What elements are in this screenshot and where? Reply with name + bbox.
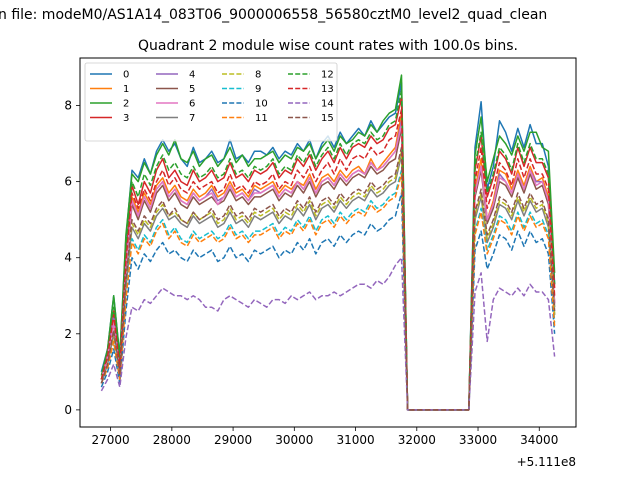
plot-frame xyxy=(79,57,577,428)
legend-label-13: 13 xyxy=(321,84,334,95)
legend-label-4: 4 xyxy=(189,70,195,81)
legend-label-7: 7 xyxy=(189,113,195,124)
x-tick-label: 29000 xyxy=(214,433,252,447)
legend-label-5: 5 xyxy=(189,84,195,95)
x-tick-label: 32000 xyxy=(398,433,436,447)
x-tick-label: 31000 xyxy=(336,433,374,447)
legend-label-2: 2 xyxy=(123,99,129,110)
y-tick-label: 0 xyxy=(64,403,72,417)
x-tick-label: 28000 xyxy=(153,433,191,447)
series-line-13 xyxy=(100,108,556,411)
series-line-5 xyxy=(100,127,556,411)
y-tick-label: 4 xyxy=(64,251,72,265)
y-tick-label: 6 xyxy=(64,175,72,189)
legend-label-15: 15 xyxy=(321,113,334,124)
x-tick-label: 33000 xyxy=(459,433,497,447)
series-line-8 xyxy=(100,150,556,411)
chart-title: Quadrant 2 module wise count rates with … xyxy=(138,38,518,54)
legend-label-8: 8 xyxy=(255,70,261,81)
series-line-7 xyxy=(100,154,556,411)
x-offset-label: +5.111e8 xyxy=(517,455,576,469)
x-tick-label: 27000 xyxy=(92,433,130,447)
legend-label-12: 12 xyxy=(321,70,334,81)
y-axis: 0 2 4 6 8 xyxy=(64,99,80,417)
figure-supertitle: n file: modeM0/AS1A14_083T06_9000006558_… xyxy=(0,7,547,23)
series-line-15 xyxy=(100,146,556,411)
legend-label-6: 6 xyxy=(189,99,195,110)
series-line-6 xyxy=(100,123,556,411)
series-line-10 xyxy=(100,192,556,411)
legend-box xyxy=(84,62,338,142)
legend-label-0: 0 xyxy=(123,70,129,81)
legend-label-10: 10 xyxy=(255,99,268,110)
legend-label-9: 9 xyxy=(255,84,261,95)
series-line-1 xyxy=(100,112,556,411)
legend-label-3: 3 xyxy=(123,113,129,124)
series-line-14 xyxy=(100,256,556,411)
y-tick-label: 8 xyxy=(64,99,72,113)
legend-label-14: 14 xyxy=(321,99,334,110)
legend-label-11: 11 xyxy=(255,113,268,124)
legend-label-1: 1 xyxy=(123,84,129,95)
x-axis: 27000 28000 29000 30000 31000 32000 33000 34000 xyxy=(92,427,558,447)
y-tick-label: 2 xyxy=(64,327,72,341)
x-tick-label: 30000 xyxy=(275,433,313,447)
series-line-9 xyxy=(100,169,556,411)
x-tick-label: 34000 xyxy=(520,433,558,447)
series-line-12 xyxy=(100,89,556,411)
